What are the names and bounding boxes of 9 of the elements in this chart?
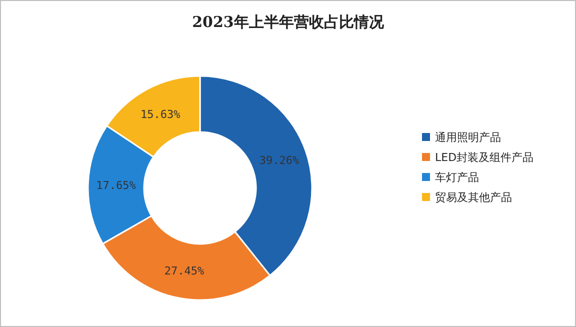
data-label: 39.26% [259,154,300,168]
legend-label: 车灯产品 [435,171,479,184]
legend-label: 通用照明产品 [435,131,501,144]
data-label: 27.45% [164,264,205,278]
legend-label: LED封装及组件产品 [435,151,534,164]
data-label: 15.63% [140,108,181,121]
data-label: 17.65% [96,179,136,192]
legend-label: 贸易及其他产品 [435,191,512,204]
chart-title: 2023年上半年营收占比情况 [192,13,385,31]
